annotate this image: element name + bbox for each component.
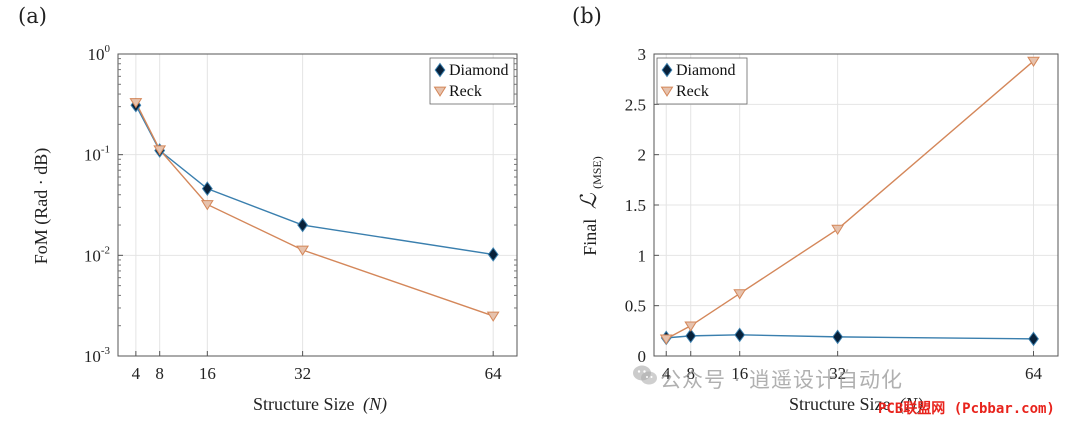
panel-b-y-label-sub: (MSE) — [590, 156, 604, 189]
legend-box — [656, 57, 748, 105]
panel-b-series — [659, 56, 1040, 347]
y-tick-label: 10-3 — [84, 345, 111, 366]
panel-b-x-label: Structure Size — [789, 394, 890, 414]
legend-label-diamond: Diamond — [449, 62, 509, 79]
panel-a-x-label: Structure Size — [253, 394, 354, 414]
watermark-subtext: PCB联盟网 (Pcbbar.com) — [878, 401, 1055, 417]
panel-b-y-axis-title: Final ℒ (MSE) — [576, 156, 604, 256]
wechat-logo-icon — [633, 365, 657, 385]
data-point-diamond — [685, 328, 697, 344]
data-point-diamond — [832, 329, 844, 345]
panel-a-x-label-var: (N) — [363, 394, 387, 415]
panel-b-y-label-symbol: ℒ — [576, 192, 601, 209]
x-tick-label: 32 — [294, 364, 311, 383]
panel-a-y-axis-title: FoM (Rad · dB) — [31, 148, 52, 265]
data-point-reck — [1027, 56, 1040, 67]
panel-b-x-label-var: (N) — [899, 394, 923, 415]
data-point-reck — [733, 289, 747, 300]
panel-a-frame — [117, 53, 518, 357]
x-tick-label: 4 — [662, 364, 671, 383]
data-point-reck — [129, 98, 143, 109]
panel-b-x-axis-title: Structure Size (N) — [789, 394, 923, 415]
data-point-reck — [831, 224, 845, 236]
x-tick-label: 8 — [686, 364, 695, 383]
data-point-reck — [153, 145, 167, 156]
legend-label-reck: Reck — [676, 83, 709, 100]
y-tick-label: 1.5 — [625, 196, 646, 215]
y-tick-label: 3 — [638, 45, 647, 64]
series-line-diamond — [666, 334, 1034, 340]
data-point-reck — [200, 200, 214, 211]
y-tick-label: 2 — [638, 146, 647, 165]
panel-b-legend: Diamond Reck — [656, 57, 748, 105]
y-tick-label: 2.5 — [625, 95, 646, 114]
series-line-reck — [135, 102, 494, 317]
x-tick-label: 8 — [155, 364, 164, 383]
y-tick-label: 0 — [638, 347, 647, 366]
y-tick-label: 10-2 — [84, 244, 110, 265]
x-tick-label: 64 — [485, 364, 503, 383]
x-tick-label: 16 — [731, 364, 748, 383]
y-tick-label: 10-1 — [84, 144, 110, 165]
data-point-diamond — [297, 217, 309, 233]
x-tick-label: 4 — [132, 364, 141, 383]
legend-marker-reck — [660, 86, 674, 97]
data-point-reck — [659, 334, 673, 345]
x-tick-label: 64 — [1025, 364, 1043, 383]
panel-a-legend: Diamond Reck — [429, 57, 515, 105]
y-tick-label: 1 — [638, 246, 647, 265]
panel-a-y-ticks: 100 10-1 10-2 10-3 — [84, 43, 517, 366]
legend-label-reck: Reck — [449, 83, 482, 100]
data-point-diamond — [734, 327, 746, 343]
x-tick-label: 32 — [829, 364, 846, 383]
watermark-text: 公众号 · 逍遥设计自动化 — [660, 368, 904, 392]
panel-a-x-axis-title: Structure Size (N) — [253, 394, 387, 415]
data-point-diamond — [201, 181, 213, 196]
panel-a-label: (a) — [18, 4, 47, 28]
panel-a-series — [129, 97, 500, 322]
legend-marker-diamond — [434, 62, 446, 78]
legend-box — [429, 57, 515, 105]
y-tick-label: 0.5 — [625, 297, 646, 316]
panel-b-y-label: Final — [580, 219, 600, 256]
panel-b-label: (b) — [572, 4, 602, 28]
legend-marker-reck — [433, 86, 447, 97]
data-point-reck — [296, 245, 310, 256]
legend-label-diamond: Diamond — [676, 62, 736, 79]
series-line-diamond — [135, 104, 494, 256]
panel-a-x-ticks: 4 8 16 32 64 — [132, 351, 503, 383]
panel-b: (b) 4 8 16 32 64 0 0.5 1 1.5 2 2.5 3 Structure Siz… — [572, 4, 1059, 415]
data-point-diamond — [1028, 331, 1039, 347]
x-tick-label: 16 — [199, 364, 216, 383]
data-point-reck — [684, 321, 698, 332]
data-point-diamond — [487, 247, 499, 262]
legend-marker-diamond — [661, 62, 673, 78]
panel-a: (a) 4 8 16 32 64 100 10-1 10-2 10-3 Structure S… — [18, 4, 518, 415]
panel-b-y-ticks: 0 0.5 1 1.5 2 2.5 3 — [625, 45, 659, 366]
data-point-reck — [486, 311, 500, 322]
panel-b-x-ticks: 4 8 16 32 64 — [662, 351, 1043, 383]
y-tick-label: 100 — [88, 43, 111, 64]
